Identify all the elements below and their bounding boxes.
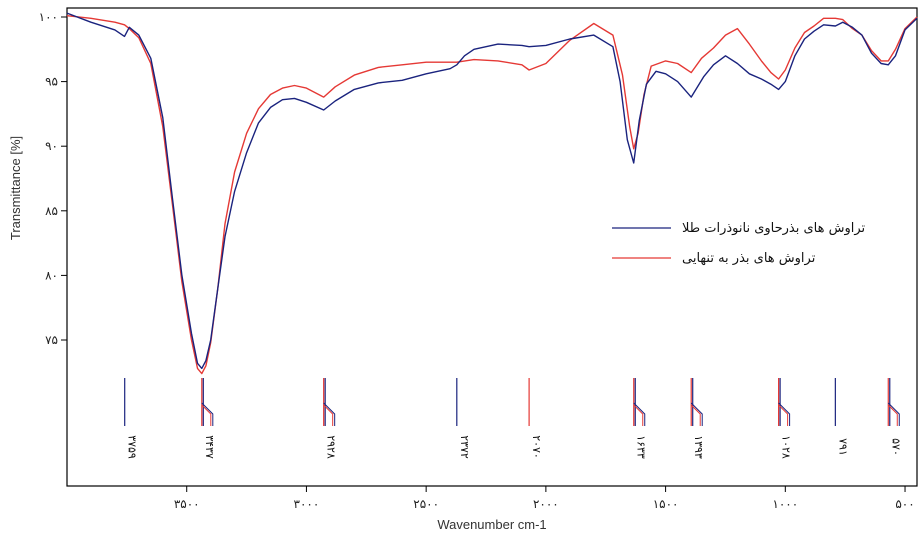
peak-label: ۳۴۳۷ <box>203 435 216 459</box>
x-tick-label: ۳۰۰۰ <box>294 497 320 511</box>
peak-markers: ۳۷۵۹ ۳۴۳۷ ۲۹۲۸ ۲۳۷۲ ۲۰۷۰ ۱۶۳۳ ۱۳۹۳ ۱۰۲۸ ۷۹۱ ۵۷۰ <box>124 378 902 459</box>
series-layer <box>66 12 918 375</box>
y-tick-label: ۷۵ <box>45 333 58 347</box>
peak-marker-leader <box>778 404 789 426</box>
peak-label: ۲۳۷۲ <box>458 435 471 459</box>
peak-marker-leader <box>323 404 334 426</box>
legend-label-seed: تراوش های بذر به تنهایی <box>682 251 816 266</box>
peak-marker-leader <box>201 404 212 426</box>
y-tick-label: ۹۰ <box>45 139 58 153</box>
peak-marker-leader <box>633 402 646 426</box>
legend-label-gold: تراوش های بذرحاوی نانوذرات طلا <box>682 221 866 236</box>
y-axis-ticks: ۱۰۰ ۹۵ ۹۰ ۸۵ ۸۰ ۷۵ <box>39 10 67 347</box>
peak-marker-leader <box>201 402 214 426</box>
peak-label: ۲۹۲۸ <box>325 435 338 459</box>
peak-marker-leader <box>690 404 701 426</box>
x-tick-label: ۱۵۰۰ <box>653 497 679 511</box>
y-tick-label: ۹۵ <box>45 75 58 89</box>
y-axis-title: Transmittance [%] <box>8 136 23 240</box>
peak-label: ۱۳۹۳ <box>692 435 705 459</box>
series-line-seed-alone <box>66 15 918 375</box>
peak-label: ۱۶۳۳ <box>635 435 648 459</box>
x-axis-title: Wavenumber cm-1 <box>437 517 546 532</box>
peak-label: ۱۰۲۸ <box>780 435 793 459</box>
x-tick-label: ۳۵۰۰ <box>174 497 200 511</box>
y-tick-label: ۱۰۰ <box>39 10 58 24</box>
peak-marker-leader <box>887 404 898 426</box>
series-line-gold-nanoparticles <box>66 12 918 370</box>
peak-label: ۲۰۷۰ <box>530 435 543 459</box>
x-axis-ticks: ۳۵۰۰ ۳۰۰۰ ۲۵۰۰ ۲۰۰۰ ۱۵۰۰ ۱۰۰۰ ۵۰۰ <box>174 486 915 511</box>
peak-marker-leader <box>690 402 703 426</box>
x-tick-label: ۵۰۰ <box>895 497 914 511</box>
peak-marker-leader <box>323 402 336 426</box>
legend: تراوش های بذرحاوی نانوذرات طلا تراوش های… <box>612 221 866 266</box>
x-tick-label: ۱۰۰۰ <box>772 497 798 511</box>
peak-marker-leader <box>778 402 791 426</box>
peak-label: ۳۷۵۹ <box>126 435 139 459</box>
y-tick-label: ۸۵ <box>45 204 58 218</box>
peak-label: ۷۹۱ <box>836 438 849 456</box>
peak-marker-leader <box>887 402 900 426</box>
x-tick-label: ۲۰۰۰ <box>533 497 559 511</box>
peak-label: ۵۷۰ <box>889 438 902 456</box>
y-tick-label: ۸۰ <box>45 268 58 282</box>
peak-marker-leader <box>633 404 644 426</box>
x-tick-label: ۲۵۰۰ <box>413 497 439 511</box>
